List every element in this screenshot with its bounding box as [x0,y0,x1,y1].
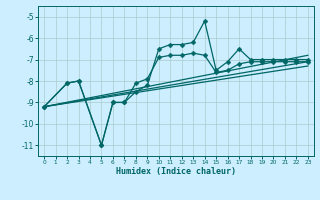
X-axis label: Humidex (Indice chaleur): Humidex (Indice chaleur) [116,167,236,176]
